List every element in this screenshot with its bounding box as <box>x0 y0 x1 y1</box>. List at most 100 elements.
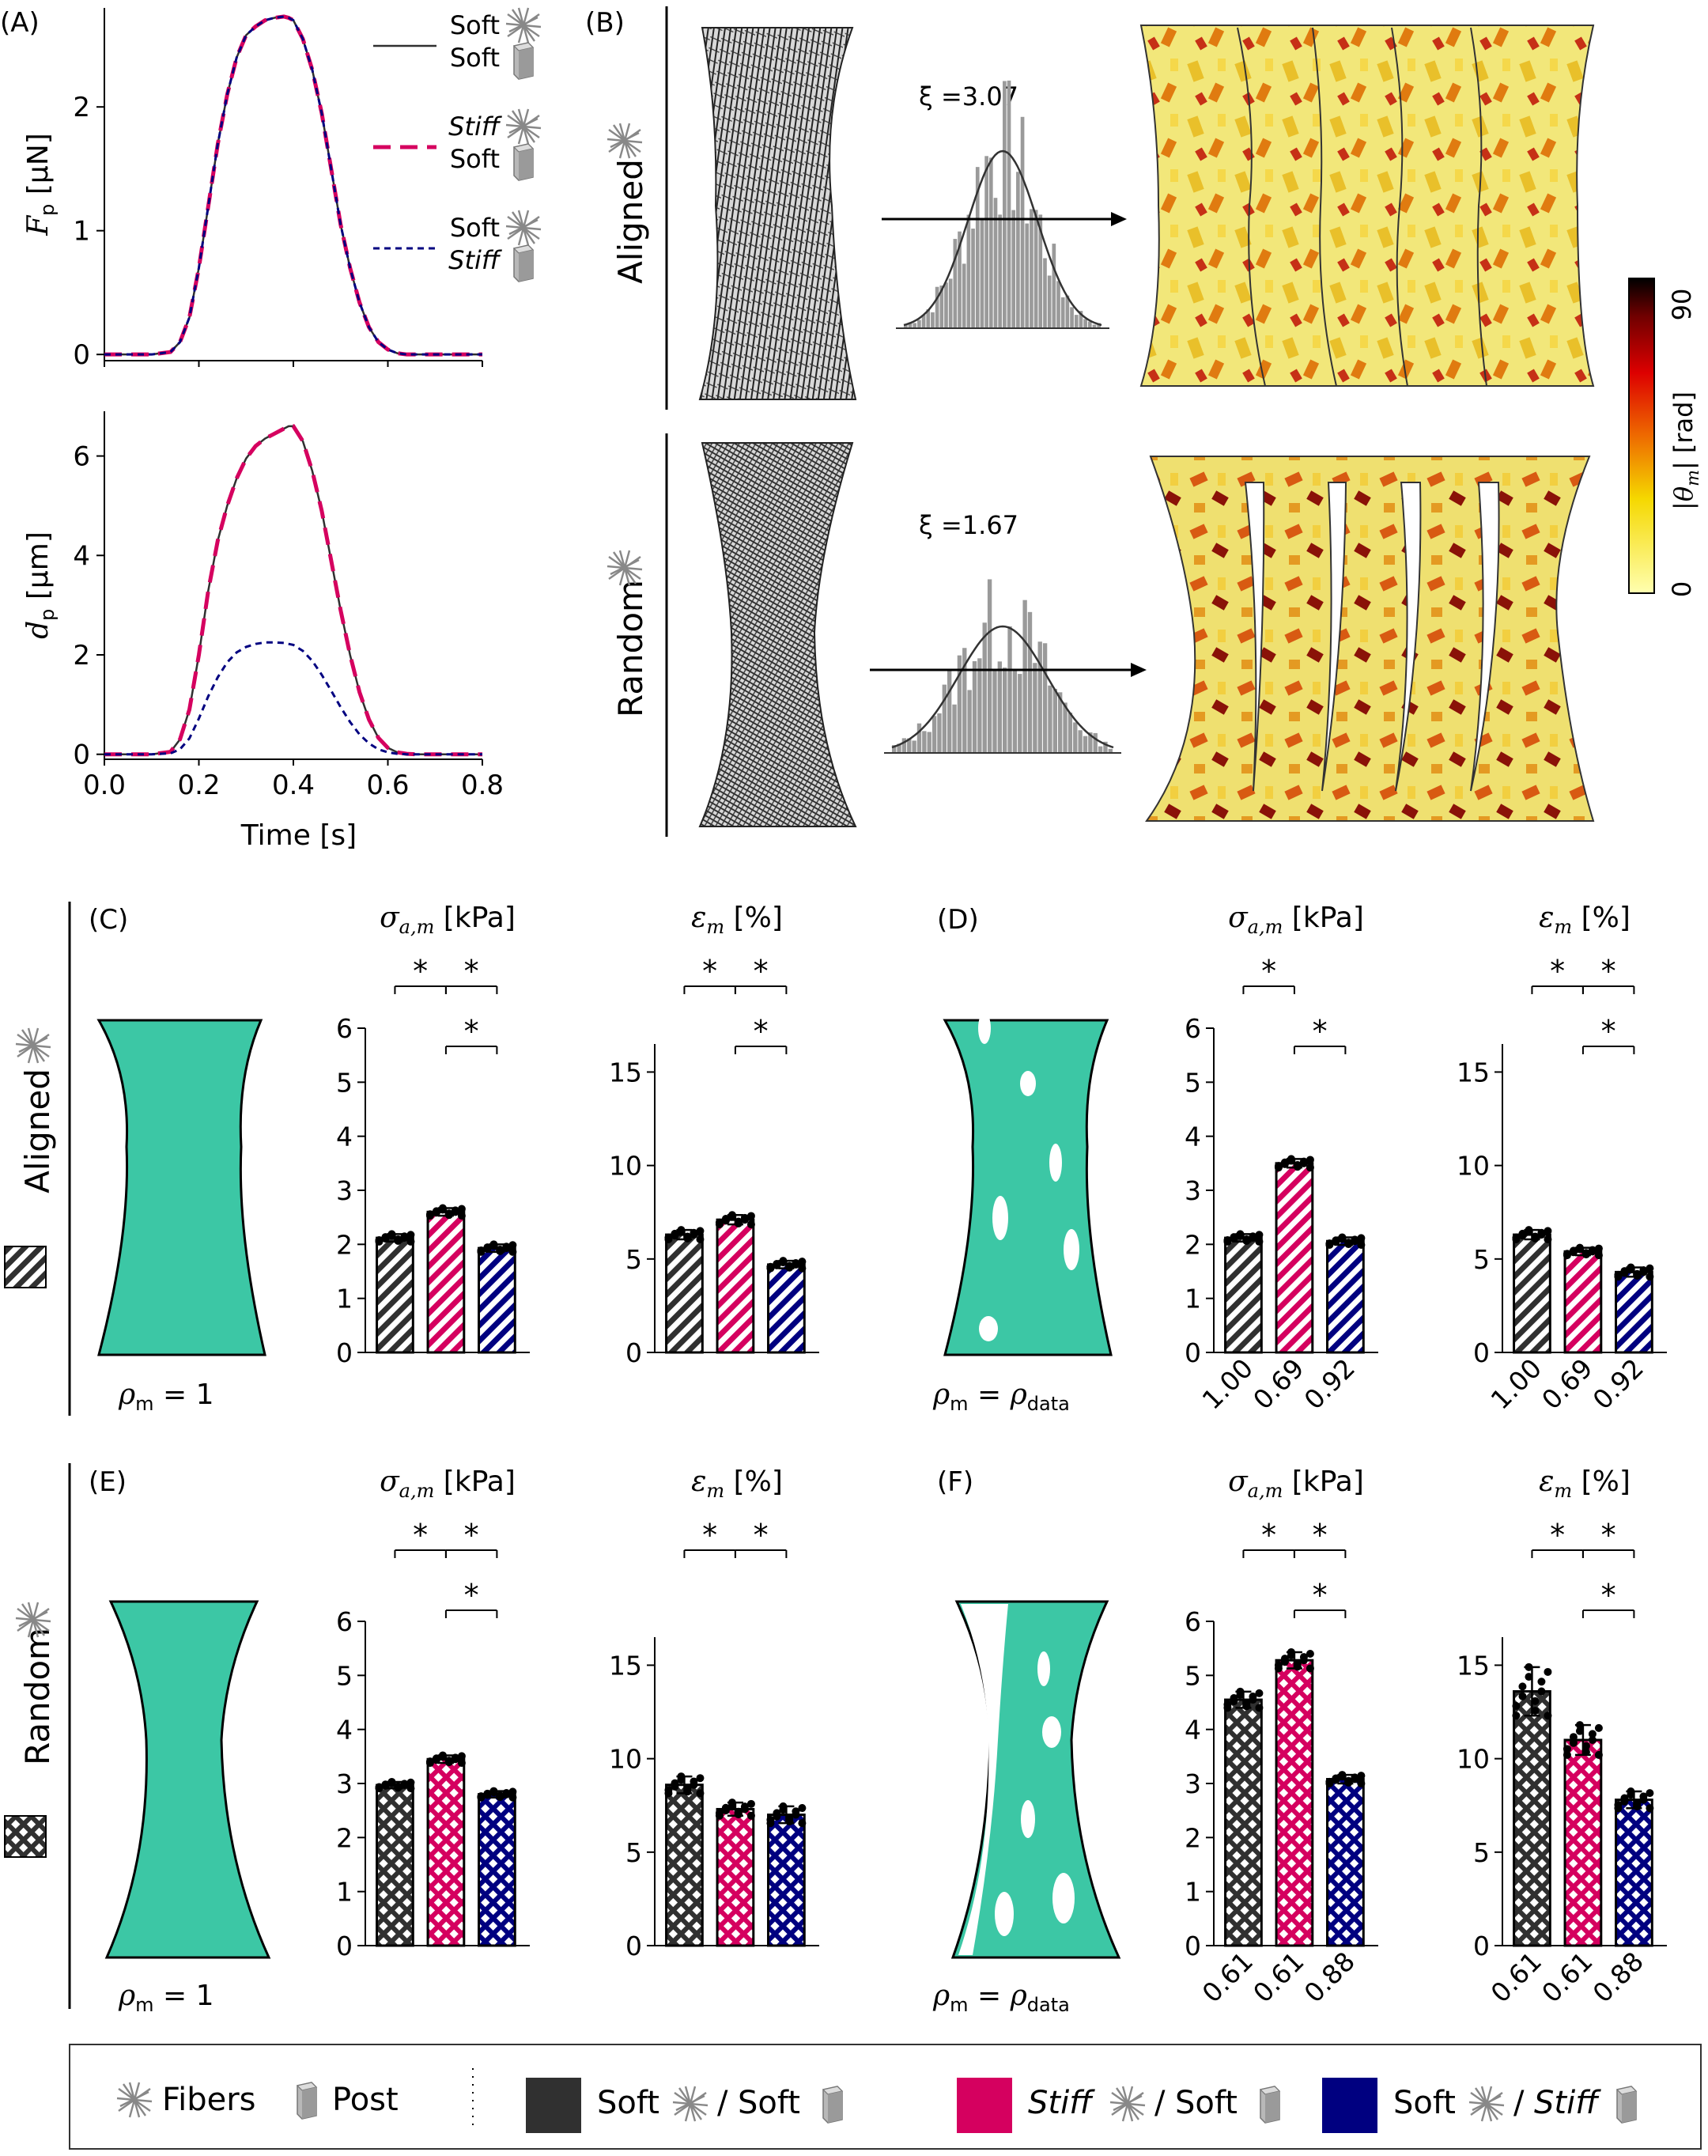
histogram-bin <box>953 239 958 328</box>
x-tick-label: 0.88 <box>1298 1946 1362 2009</box>
aligned-map-cracks <box>1237 27 1487 387</box>
fiber-icon <box>672 2086 709 2122</box>
histogram-bin <box>1030 209 1033 328</box>
data-point <box>508 1247 517 1256</box>
histogram-bin <box>1063 702 1068 753</box>
legend-post-text: Stiff <box>448 245 503 275</box>
histogram-bin <box>916 723 922 753</box>
legend-slash: / <box>1513 2085 1525 2121</box>
data-point <box>1255 1704 1264 1712</box>
displacement-plot: 0 2 4 6 0.0 0.2 0.4 0.6 0.8 dp [µm] <box>22 411 504 801</box>
bar-3 <box>1615 1270 1653 1354</box>
data-point <box>406 1231 415 1239</box>
data-point <box>1306 1163 1314 1172</box>
histogram-bin <box>1093 732 1098 753</box>
histogram-bin <box>1108 748 1113 753</box>
significance-star: * <box>1550 1518 1565 1553</box>
data-point <box>1236 1230 1245 1239</box>
legend-item-fiber: Soft <box>1393 2085 1456 2121</box>
significance-star: * <box>754 1014 769 1049</box>
rho-d: ρm = ρdata <box>932 1379 1070 1415</box>
data-point <box>1338 1771 1347 1780</box>
y-tick-label: 6 <box>73 441 90 473</box>
data-point <box>677 1226 686 1235</box>
data-point <box>1633 1799 1642 1807</box>
histogram-bin <box>962 648 967 753</box>
matrix-d-voids <box>978 1012 1079 1341</box>
histogram-bin <box>942 684 947 753</box>
data-point <box>1306 1650 1314 1658</box>
data-point <box>387 1777 396 1786</box>
data-point <box>721 1215 730 1223</box>
chart-title: εm [%] <box>691 1466 783 1502</box>
gaussian-fit <box>903 149 1102 327</box>
significance-star: * <box>754 954 769 989</box>
legend-post-label: Post <box>332 2082 399 2118</box>
series-line-2 <box>104 424 482 757</box>
histogram-bin <box>993 198 998 328</box>
fiber-icon <box>1109 2086 1146 2122</box>
y-axis-label: dp [µm] <box>22 531 59 639</box>
histogram-bin <box>1003 668 1007 753</box>
y-tick-label: 0 <box>1185 1931 1201 1961</box>
data-point <box>1575 1243 1584 1252</box>
post-icon <box>512 42 535 80</box>
y-tick-label: 3 <box>336 1768 353 1799</box>
data-point <box>1544 1227 1552 1235</box>
data-point <box>1512 1701 1521 1710</box>
y-tick-label: 5 <box>336 1067 353 1098</box>
histogram-bin <box>1016 172 1020 328</box>
random-fiber-network <box>698 442 857 827</box>
data-point <box>1230 1694 1238 1703</box>
x-tick-label: 0.61 <box>1485 1946 1548 2009</box>
data-point <box>671 1779 679 1787</box>
data-point <box>696 1789 705 1798</box>
data-point <box>432 1754 440 1763</box>
y-tick-label: 6 <box>1185 1606 1201 1637</box>
histogram-bin <box>975 167 980 328</box>
data-point <box>1614 1270 1623 1279</box>
x-tick-label: 0.69 <box>1536 1352 1599 1416</box>
chart-title: σa,m [kPa] <box>1228 902 1364 938</box>
data-point <box>1588 1246 1597 1254</box>
histogram-bin <box>908 322 913 328</box>
histogram-bin <box>907 738 912 753</box>
data-point <box>1544 1667 1552 1676</box>
legend-slash: / <box>717 2085 728 2121</box>
histogram-bin <box>1068 713 1073 753</box>
data-point <box>1537 1687 1546 1696</box>
data-point <box>1242 1699 1251 1708</box>
data-point <box>734 1807 743 1816</box>
histogram-bin <box>917 320 921 328</box>
y-tick-label: 15 <box>1457 1057 1490 1087</box>
histogram-bin <box>935 286 939 328</box>
y-tick-label: 5 <box>336 1660 353 1691</box>
data-point <box>1255 1689 1264 1697</box>
y-tick-label: 3 <box>336 1175 353 1206</box>
histogram-bin <box>1103 741 1108 753</box>
bar-2 <box>716 1807 755 1947</box>
chart-title: εm [%] <box>1539 902 1631 938</box>
y-tick-label: 10 <box>1457 1744 1490 1775</box>
data-point <box>1249 1232 1257 1241</box>
fiber-icon <box>1468 2086 1505 2122</box>
data-point <box>502 1243 511 1251</box>
panel-b-label: (B) <box>585 7 625 39</box>
data-point <box>1627 1787 1635 1795</box>
data-point <box>746 1212 755 1220</box>
histogram-bin <box>1033 663 1037 753</box>
histogram-bin <box>1087 321 1092 328</box>
data-point <box>375 1783 384 1791</box>
bar-3 <box>478 1793 516 1947</box>
data-point <box>477 1246 486 1254</box>
histogram-bin <box>947 669 952 753</box>
histogram-bin <box>931 312 935 328</box>
x-tick-label: 0.2 <box>177 770 220 801</box>
data-point <box>496 1791 504 1800</box>
data-point <box>1575 1721 1584 1730</box>
data-point <box>1293 1659 1302 1668</box>
data-point <box>1569 1738 1578 1747</box>
legend-item-post: Stiff <box>1534 2085 1601 2121</box>
y-tick-label: 5 <box>625 1244 642 1275</box>
